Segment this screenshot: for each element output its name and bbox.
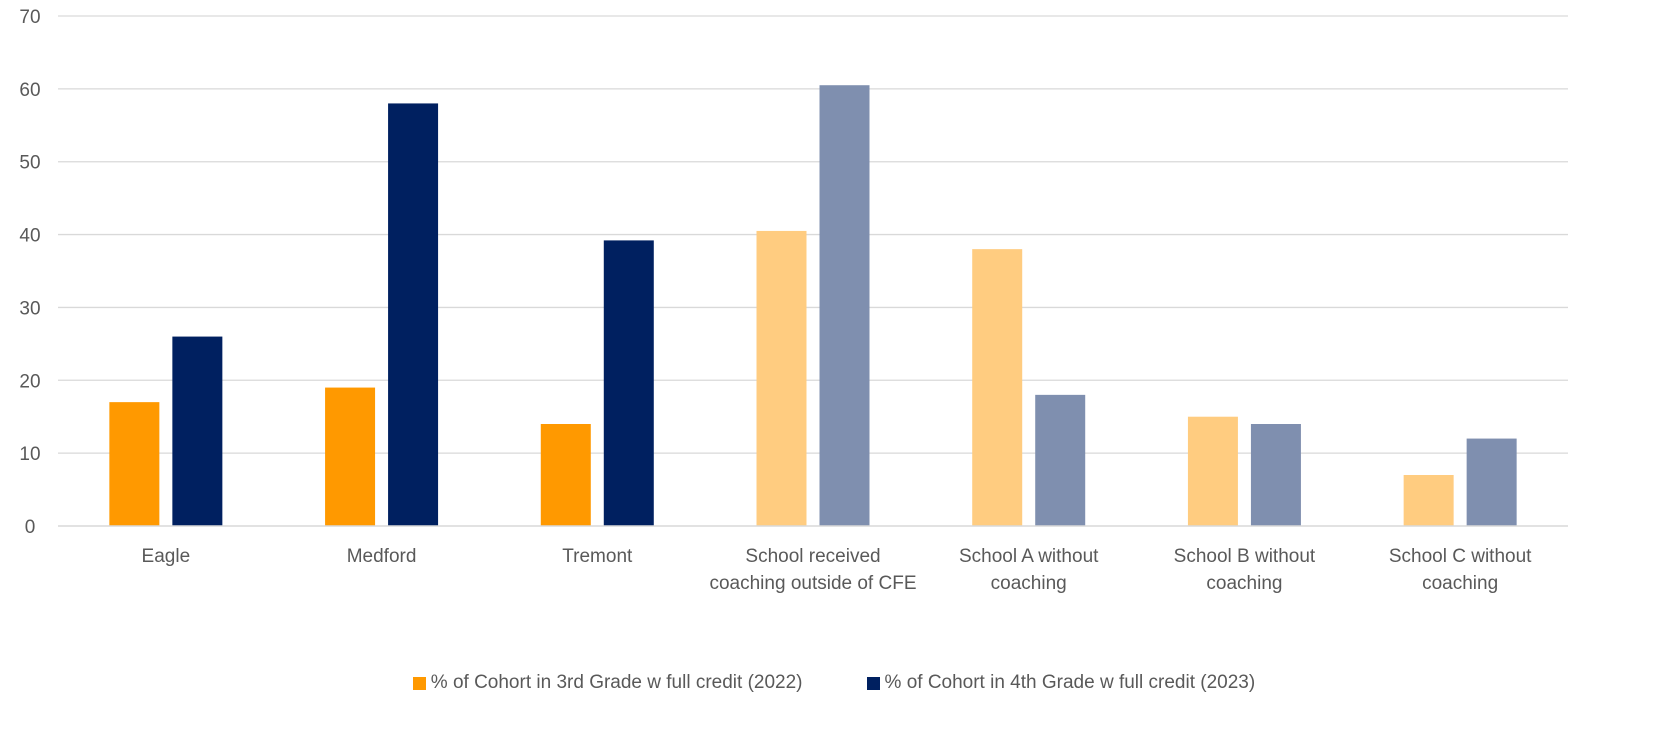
legend-item-3rd-grade: % of Cohort in 3rd Grade w full credit (… bbox=[412, 672, 803, 694]
bar-series-1-cat-2 bbox=[325, 387, 376, 526]
x-category-label: coaching bbox=[1422, 573, 1498, 594]
bar-series-2-cat-7 bbox=[1466, 438, 1517, 526]
legend: % of Cohort in 3rd Grade w full credit (… bbox=[0, 672, 1668, 694]
x-category-label: Medford bbox=[347, 546, 417, 567]
bar-series-2-cat-5 bbox=[1035, 394, 1086, 526]
x-category-label: School A without bbox=[959, 546, 1099, 567]
y-axis-ticks: 0 10 20 30 40 50 60 70 bbox=[19, 7, 40, 538]
y-tick-label: 60 bbox=[19, 80, 40, 101]
y-tick-label: 20 bbox=[19, 371, 40, 392]
bar-series-2-cat-2 bbox=[388, 103, 439, 526]
x-axis-labels: Eagle Medford Tremont School received coachi… bbox=[142, 546, 1533, 594]
y-tick-label: 10 bbox=[19, 444, 40, 465]
legend-swatch-orange bbox=[412, 676, 426, 690]
bar-series-1-cat-3 bbox=[540, 424, 591, 526]
legend-label-3rd-grade: % of Cohort in 3rd Grade w full credit (… bbox=[430, 672, 803, 693]
bar-series-2-cat-3 bbox=[603, 240, 654, 526]
x-category-label: coaching outside of CFE bbox=[709, 573, 916, 594]
legend-label-4th-grade: % of Cohort in 4th Grade w full credit (… bbox=[884, 672, 1256, 693]
y-tick-label: 30 bbox=[19, 298, 40, 319]
gridlines bbox=[58, 15, 1568, 454]
bar-series-1-cat-1 bbox=[109, 402, 160, 526]
x-category-label: coaching bbox=[991, 573, 1067, 594]
bar-series-1-cat-4 bbox=[756, 230, 807, 526]
legend-item-4th-grade: % of Cohort in 4th Grade w full credit (… bbox=[866, 672, 1256, 694]
y-tick-label: 0 bbox=[25, 517, 36, 538]
bar-series-2-cat-6 bbox=[1250, 424, 1301, 526]
bar-series-1-cat-5 bbox=[972, 249, 1023, 526]
bars bbox=[109, 85, 1517, 526]
y-tick-label: 40 bbox=[19, 226, 40, 247]
legend-swatch-navy bbox=[866, 676, 880, 690]
x-category-label: School received bbox=[745, 546, 880, 567]
y-tick-label: 70 bbox=[19, 7, 40, 28]
bar-series-1-cat-7 bbox=[1403, 475, 1454, 526]
x-category-label: Tremont bbox=[562, 546, 633, 567]
x-category-label: School C without bbox=[1389, 546, 1532, 567]
y-tick-label: 50 bbox=[19, 153, 40, 174]
bar-series-2-cat-1 bbox=[172, 336, 223, 526]
bar-series-1-cat-6 bbox=[1187, 416, 1238, 526]
x-category-label: Eagle bbox=[142, 546, 191, 567]
x-category-label: coaching bbox=[1206, 573, 1282, 594]
x-category-label: School B without bbox=[1174, 546, 1316, 567]
bar-series-2-cat-4 bbox=[819, 85, 870, 526]
